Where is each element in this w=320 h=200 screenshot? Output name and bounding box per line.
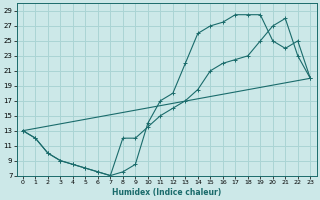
X-axis label: Humidex (Indice chaleur): Humidex (Indice chaleur)	[112, 188, 221, 197]
